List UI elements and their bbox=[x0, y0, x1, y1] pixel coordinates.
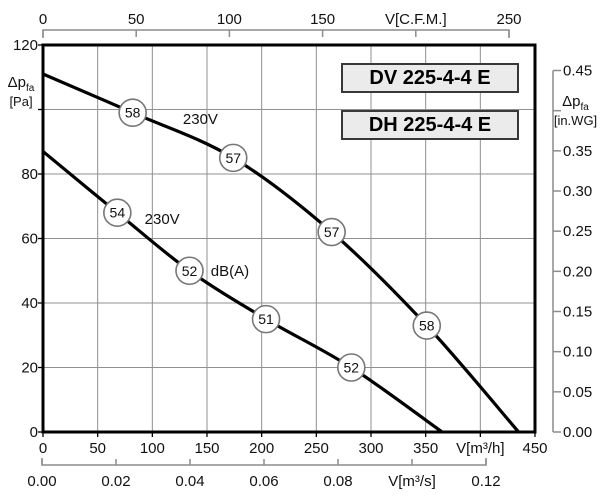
inwg-tick-label: 0.20 bbox=[563, 263, 592, 280]
m3s-tick-label: 0.04 bbox=[175, 473, 204, 490]
noise-level-value: 57 bbox=[225, 150, 241, 166]
left-axis-title: Δpfa [Pa] bbox=[0, 74, 42, 109]
noise-level-badge bbox=[412, 311, 442, 340]
cfm-tick-label: 250 bbox=[496, 11, 521, 28]
cfm-tick-label: 100 bbox=[217, 11, 242, 28]
m3s-tick-label: V[m³/s] bbox=[388, 473, 436, 490]
x-axis-tick-label: 50 bbox=[89, 440, 106, 457]
noise-level-value: 57 bbox=[324, 224, 340, 240]
noise-level-badge bbox=[175, 256, 204, 286]
noise-level-badge bbox=[337, 353, 366, 382]
noise-level-badge bbox=[103, 198, 132, 227]
left-axis-delta-p: Δp bbox=[7, 74, 27, 91]
noise-level-badge bbox=[218, 143, 248, 173]
cfm-ruler bbox=[42, 29, 510, 38]
right-axis-unit: [in.WG] bbox=[553, 112, 598, 128]
inwg-tick-label: 0.05 bbox=[563, 384, 592, 401]
inwg-tick-label: 0.30 bbox=[563, 183, 592, 200]
y-axis-tick-label: 20 bbox=[21, 360, 38, 377]
x-axis-tick-label: 450 bbox=[522, 440, 547, 457]
m3s-tick-label: 0.08 bbox=[323, 473, 352, 490]
noise-level-value: 58 bbox=[419, 318, 435, 334]
inwg-tick-label: 0.15 bbox=[563, 304, 592, 321]
inwg-tick-label: 0.45 bbox=[563, 63, 592, 80]
x-axis-tick-label: V[m³/h] bbox=[456, 440, 504, 457]
x-axis-tick-label: 250 bbox=[304, 440, 329, 457]
x-axis-tick-label: 0 bbox=[39, 440, 47, 457]
right-axis-subscript: fa bbox=[580, 102, 589, 113]
noise-level-value: 51 bbox=[258, 311, 274, 327]
m3s-tick-label: 0.12 bbox=[471, 473, 500, 490]
model-label-dh: DH 225-4-4 E bbox=[341, 110, 519, 140]
left-axis-title-symbol: Δpfa bbox=[0, 74, 42, 95]
y-axis-tick-label: 60 bbox=[21, 231, 38, 248]
x-axis-tick-label: 100 bbox=[140, 440, 165, 457]
left-axis-subscript: fa bbox=[26, 83, 35, 94]
noise-level-badge bbox=[118, 98, 147, 128]
performance-curve bbox=[41, 150, 444, 434]
inwg-tick-label: 0.10 bbox=[563, 344, 592, 361]
left-axis-unit: [Pa] bbox=[9, 93, 33, 109]
cfm-tick-label: 0 bbox=[39, 11, 47, 28]
cfm-tick-label: V[C.F.M.] bbox=[385, 11, 447, 28]
inwg-tick-label: 0.35 bbox=[563, 143, 592, 160]
curve-annotation: dB(A) bbox=[211, 263, 249, 280]
right-axis-title: Δpfa [in.WG] bbox=[551, 93, 600, 128]
noise-level-badge bbox=[317, 217, 346, 247]
cfm-tick-label: 150 bbox=[310, 11, 335, 28]
noise-level-value: 52 bbox=[344, 360, 360, 376]
right-axis-delta-p: Δp bbox=[562, 93, 581, 110]
x-axis-tick-label: 300 bbox=[358, 440, 383, 457]
noise-level-value: 54 bbox=[110, 205, 126, 221]
inwg-tick-label: 0.00 bbox=[563, 424, 592, 441]
cfm-tick-label: 50 bbox=[128, 11, 145, 28]
noise-level-value: 58 bbox=[125, 105, 141, 121]
m3s-tick-label: 0.06 bbox=[249, 473, 278, 490]
model-label-dv: DV 225-4-4 E bbox=[341, 63, 519, 93]
noise-level-value: 52 bbox=[182, 263, 198, 279]
y-axis-tick-label: 40 bbox=[21, 295, 38, 312]
y-axis-tick-label: 0 bbox=[30, 424, 38, 441]
curve-annotation: 230V bbox=[145, 211, 180, 228]
noise-level-badge bbox=[251, 304, 281, 334]
m3s-tick-label: 0.00 bbox=[27, 473, 56, 490]
x-axis-tick-label: 150 bbox=[194, 440, 219, 457]
curve-annotation: 230V bbox=[183, 111, 218, 128]
inwg-tick-label: 0.25 bbox=[563, 223, 592, 240]
x-axis-tick-label: 350 bbox=[413, 440, 438, 457]
y-axis-tick-label: 80 bbox=[21, 166, 38, 183]
y-axis-tick-label: 120 bbox=[13, 37, 38, 54]
m3s-tick-label: 0.02 bbox=[101, 473, 130, 490]
right-axis-title-symbol: Δpfa bbox=[551, 93, 600, 114]
x-axis-tick-label: 200 bbox=[249, 440, 274, 457]
